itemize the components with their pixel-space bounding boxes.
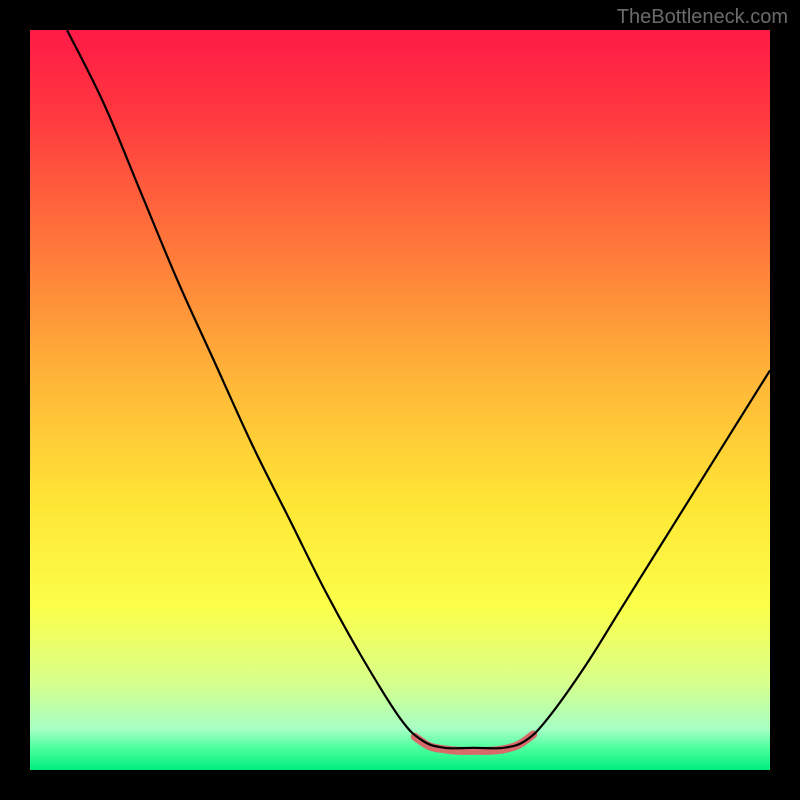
chart-svg [0,0,800,800]
bottleneck-chart: TheBottleneck.com [0,0,800,800]
watermark-text: TheBottleneck.com [617,6,788,29]
chart-gradient-panel [30,30,770,770]
